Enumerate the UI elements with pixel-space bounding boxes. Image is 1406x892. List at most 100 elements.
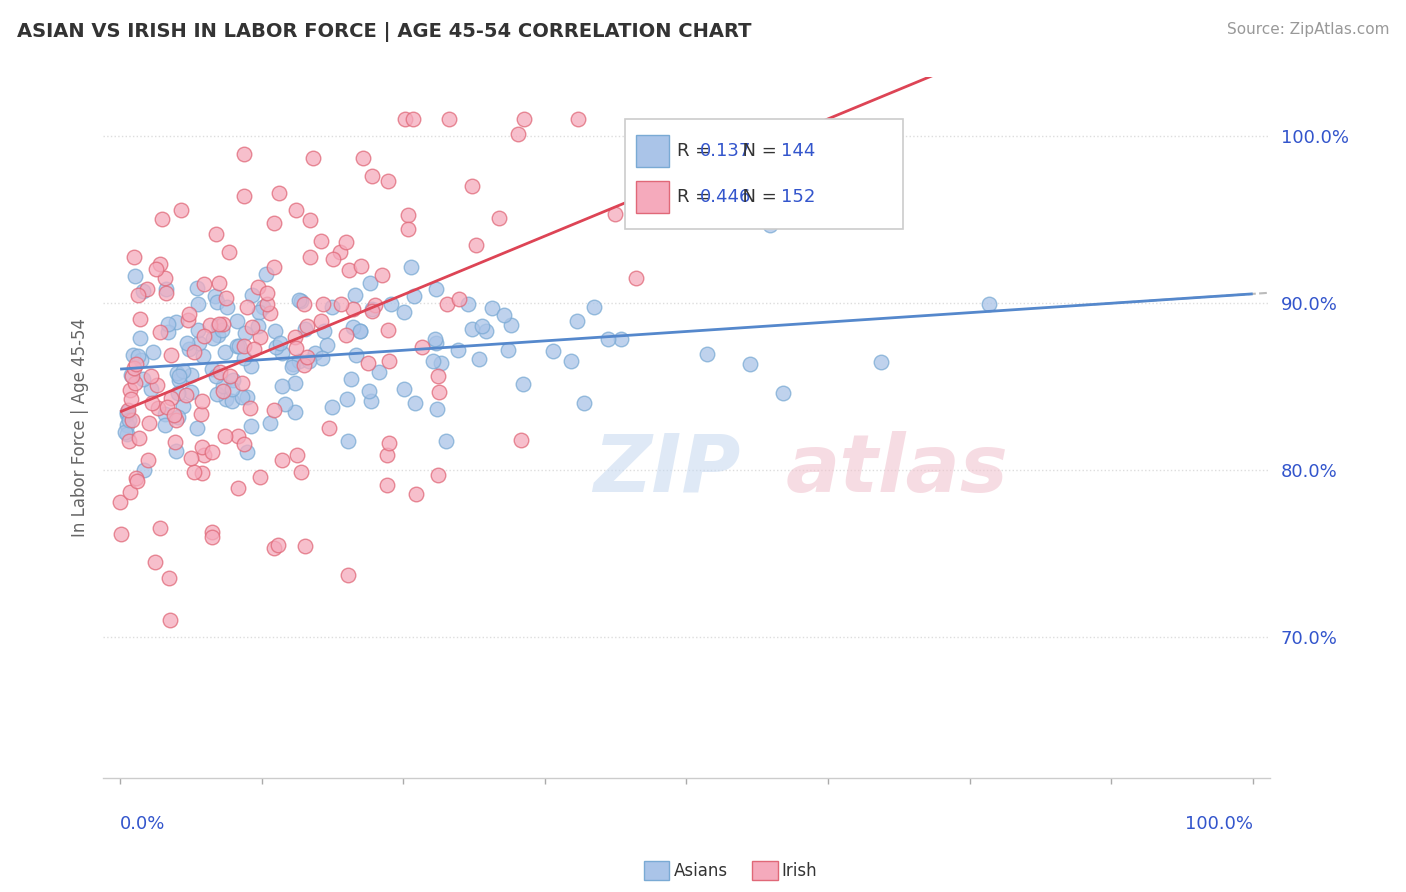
Point xyxy=(349,324,371,338)
Point xyxy=(380,297,402,311)
Point xyxy=(298,353,321,368)
Point xyxy=(339,372,361,386)
Point xyxy=(219,368,242,383)
Point xyxy=(264,324,287,338)
Point xyxy=(150,211,173,226)
Point xyxy=(190,407,212,421)
Point xyxy=(439,112,461,127)
Point xyxy=(170,202,193,217)
Point xyxy=(256,286,278,301)
Point xyxy=(263,541,285,556)
Point xyxy=(212,384,235,399)
Point xyxy=(350,259,373,273)
Point xyxy=(149,521,172,535)
Point xyxy=(499,318,522,333)
Point xyxy=(149,326,172,340)
Point xyxy=(200,362,222,376)
Point xyxy=(359,384,381,399)
Point xyxy=(233,351,256,365)
Point xyxy=(574,396,596,410)
Point xyxy=(460,178,482,193)
Point xyxy=(360,393,382,408)
Point xyxy=(290,294,312,309)
Point xyxy=(146,378,169,392)
Point xyxy=(204,227,226,241)
Point xyxy=(567,112,589,127)
Text: Irish: Irish xyxy=(782,862,817,880)
Point xyxy=(309,314,332,328)
Point xyxy=(198,318,221,333)
Point xyxy=(215,291,238,305)
Point xyxy=(214,429,236,443)
Point xyxy=(321,401,343,415)
Point xyxy=(166,386,188,401)
Y-axis label: In Labor Force | Age 45-54: In Labor Force | Age 45-54 xyxy=(72,318,89,538)
Point xyxy=(208,276,231,290)
Point xyxy=(468,351,491,366)
Point xyxy=(155,407,177,421)
Point xyxy=(226,314,249,328)
Point xyxy=(270,335,292,350)
Point xyxy=(155,282,177,296)
Point xyxy=(377,435,399,450)
Point xyxy=(121,413,143,427)
Point xyxy=(211,323,233,337)
Point xyxy=(167,373,190,387)
Point xyxy=(214,345,236,359)
Point xyxy=(465,238,488,252)
Point xyxy=(249,469,271,483)
Point xyxy=(177,313,200,327)
Point xyxy=(344,348,367,362)
Point xyxy=(297,318,319,333)
Point xyxy=(335,235,357,249)
Point xyxy=(598,332,620,346)
Point xyxy=(506,127,529,141)
Point xyxy=(624,271,647,285)
Point xyxy=(357,356,380,370)
Point xyxy=(155,417,177,432)
Point xyxy=(298,213,321,227)
Point xyxy=(263,403,285,417)
Point xyxy=(136,453,159,467)
Point xyxy=(118,434,141,448)
Text: R =: R = xyxy=(678,142,716,160)
Point xyxy=(159,348,181,362)
Point xyxy=(371,268,394,283)
Point xyxy=(186,421,208,435)
Point xyxy=(207,319,229,334)
Point xyxy=(201,530,224,544)
Point xyxy=(166,367,188,381)
Point xyxy=(218,245,240,260)
Text: 152: 152 xyxy=(780,188,815,206)
Point xyxy=(124,376,146,390)
Point xyxy=(510,434,533,448)
Point xyxy=(436,296,458,310)
Point xyxy=(180,384,202,399)
Point xyxy=(274,397,297,411)
Point xyxy=(292,358,315,372)
Point xyxy=(177,307,200,321)
Point xyxy=(215,392,238,407)
Point xyxy=(329,244,352,259)
Point xyxy=(337,263,360,277)
Point xyxy=(560,354,582,368)
Point xyxy=(426,402,449,417)
Point xyxy=(304,345,326,359)
Text: 0.0%: 0.0% xyxy=(120,815,166,833)
Point xyxy=(311,234,333,248)
Point xyxy=(240,288,263,302)
Point xyxy=(360,304,382,318)
Point xyxy=(156,318,179,332)
Point xyxy=(129,352,152,367)
Point xyxy=(212,317,235,331)
Point xyxy=(129,330,152,344)
Point xyxy=(145,261,167,276)
Point xyxy=(281,357,304,371)
Point xyxy=(396,222,419,236)
Point xyxy=(160,391,183,405)
Point xyxy=(254,267,277,281)
Point xyxy=(396,208,419,222)
Point xyxy=(312,296,335,310)
Point xyxy=(163,434,186,449)
Point xyxy=(231,376,253,391)
